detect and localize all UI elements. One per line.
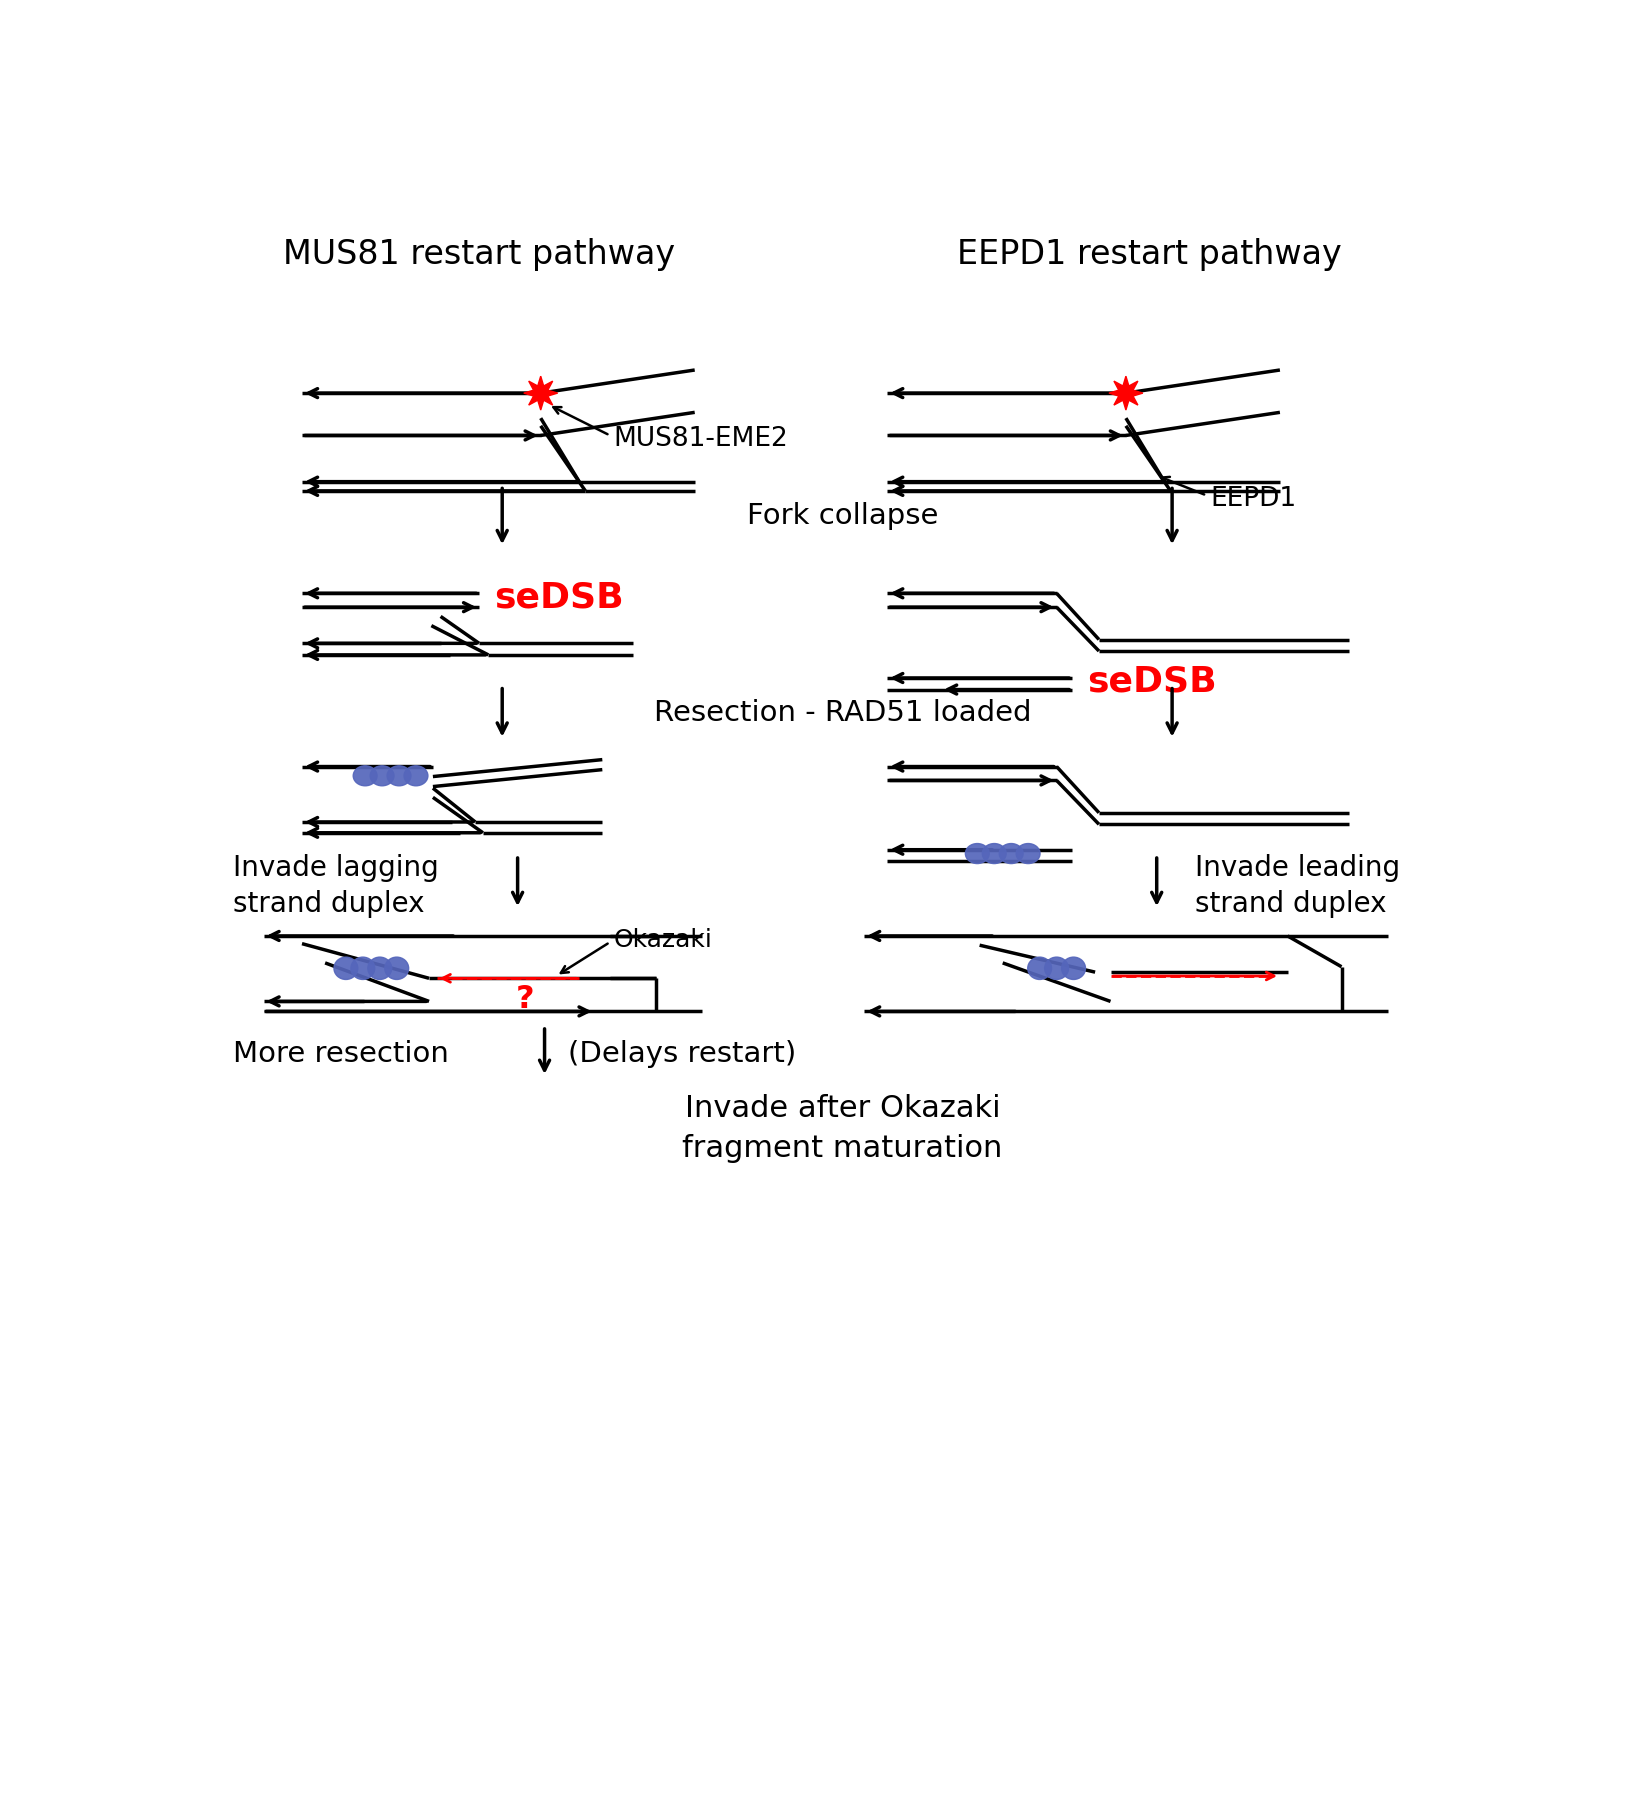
Text: seDSB: seDSB xyxy=(1087,664,1217,698)
Text: Resection - RAD51 loaded: Resection - RAD51 loaded xyxy=(654,698,1031,727)
Text: EEPD1: EEPD1 xyxy=(1210,486,1297,511)
Ellipse shape xyxy=(370,765,395,787)
Text: MUS81-EME2: MUS81-EME2 xyxy=(613,427,789,452)
Ellipse shape xyxy=(404,765,427,787)
Ellipse shape xyxy=(1016,844,1041,864)
Text: Invade lagging
strand duplex: Invade lagging strand duplex xyxy=(233,853,439,918)
Text: Fork collapse: Fork collapse xyxy=(746,502,939,531)
Ellipse shape xyxy=(368,958,391,979)
Text: MUS81 restart pathway: MUS81 restart pathway xyxy=(283,238,676,272)
Ellipse shape xyxy=(965,844,990,864)
Ellipse shape xyxy=(983,844,1006,864)
Text: ?: ? xyxy=(516,983,534,1015)
Ellipse shape xyxy=(1062,958,1085,979)
Text: (Delays restart): (Delays restart) xyxy=(567,1040,796,1067)
Polygon shape xyxy=(524,376,557,410)
Text: EEPD1 restart pathway: EEPD1 restart pathway xyxy=(957,238,1342,272)
Ellipse shape xyxy=(353,765,376,787)
Text: seDSB: seDSB xyxy=(495,580,625,614)
Ellipse shape xyxy=(386,765,411,787)
Ellipse shape xyxy=(1028,958,1052,979)
Polygon shape xyxy=(1110,376,1143,410)
Text: More resection: More resection xyxy=(233,1040,449,1067)
Text: Invade leading
strand duplex: Invade leading strand duplex xyxy=(1195,853,1401,918)
Ellipse shape xyxy=(1000,844,1023,864)
Text: Invade after Okazaki
fragment maturation: Invade after Okazaki fragment maturation xyxy=(682,1094,1003,1163)
Ellipse shape xyxy=(350,958,375,979)
Ellipse shape xyxy=(334,958,358,979)
Ellipse shape xyxy=(385,958,409,979)
Ellipse shape xyxy=(1044,958,1069,979)
Text: Okazaki: Okazaki xyxy=(613,927,713,952)
